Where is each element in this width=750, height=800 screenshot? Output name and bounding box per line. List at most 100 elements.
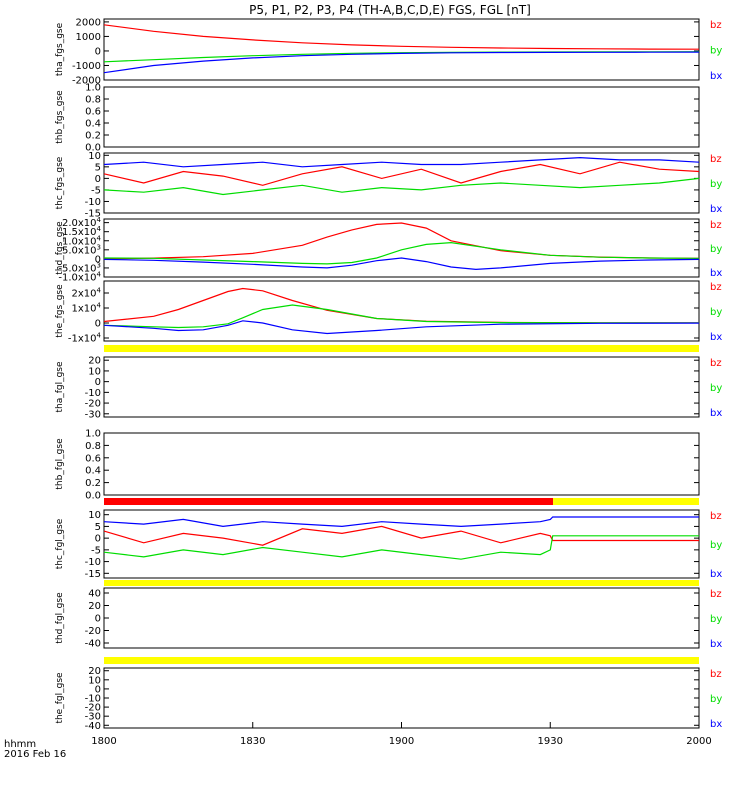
y-axis-label: tha_fgs_gse <box>55 22 65 76</box>
y-tick-label: 0.0 <box>85 491 101 502</box>
series-by-line <box>103 177 700 196</box>
legend-bx: bx <box>710 71 722 82</box>
panel-frame <box>103 356 700 418</box>
panel-frame <box>103 86 700 148</box>
status-flag-bar <box>104 580 699 586</box>
y-tick-label: 1000 <box>76 32 101 43</box>
status-flag-bar <box>553 498 699 505</box>
series-bx-line <box>103 156 700 168</box>
y-tick-label: -1x104 <box>68 332 102 345</box>
y-axis-label: thb_fgs_gse <box>55 90 65 144</box>
x-axis: 1800 1830 1900 1930 2000 <box>91 722 712 747</box>
y-tick-label: -15 <box>85 569 101 580</box>
x-tick-label: 1830 <box>240 736 265 747</box>
legend-by: by <box>710 179 722 190</box>
legend-by: by <box>710 244 722 255</box>
y-tick-label: -5 <box>91 185 101 196</box>
series-bz-line <box>103 287 699 324</box>
y-axis-label: thc_fgl_gse <box>55 518 65 569</box>
y-tick-label: 1.0 <box>85 429 101 440</box>
y-tick-label: 1.0 <box>85 83 101 94</box>
panel-frame <box>103 152 700 214</box>
y-axis-label: thd_fgl_gse <box>55 592 65 644</box>
legend-by: by <box>710 540 722 551</box>
y-tick-label: -30 <box>85 409 101 420</box>
y-tick-label: 20 <box>88 666 101 677</box>
legend-bz: bz <box>710 282 722 293</box>
y-tick-label: 2.0x104 <box>62 216 102 229</box>
y-tick-label: 10 <box>88 510 101 521</box>
y-axis-label: thb_fgl_gse <box>55 438 65 490</box>
y-axis-label: tha_fgl_gse <box>55 361 65 413</box>
y-tick-label: -40 <box>85 639 101 650</box>
y-axis-label: thc_fgs_gse <box>55 156 65 209</box>
legend-bx: bx <box>710 719 722 730</box>
y-tick-label: 2x104 <box>72 287 102 300</box>
y-tick-label: 0 <box>95 377 101 388</box>
legend-bx: bx <box>710 204 722 215</box>
y-tick-label: 10 <box>88 675 101 686</box>
series-bx-line <box>103 516 699 528</box>
panel-thb_fgs: 1.00.80.60.40.20.0 thb_fgs_gse <box>55 83 700 154</box>
legend-by: by <box>710 46 722 57</box>
legend-bx: bx <box>710 268 722 279</box>
series-by-line <box>103 304 699 329</box>
y-axis-label: the_fgl_gse <box>55 672 65 724</box>
x-tick-label: 1930 <box>538 736 563 747</box>
panel-frame <box>103 280 700 342</box>
footer-date: 2016 Feb 16 <box>4 749 66 760</box>
y-tick-label: 0.4 <box>85 466 101 477</box>
y-tick-label: -10 <box>85 197 101 208</box>
legend-bz: bz <box>710 20 722 31</box>
y-tick-label: -10 <box>85 694 101 705</box>
series-bz-line <box>103 24 700 50</box>
panel-frame <box>103 18 700 81</box>
legend-bx: bx <box>710 332 722 343</box>
legend-bz: bz <box>710 589 722 600</box>
y-tick-label: 10 <box>88 366 101 377</box>
y-tick-label: 1x104 <box>72 302 102 315</box>
panel-tha_fgs: 2000 1000 0 -1000 -2000 tha_fgs_gse bz by bx <box>55 17 722 86</box>
y-tick-label: -30 <box>85 712 101 723</box>
y-tick-label: -15 <box>85 209 101 220</box>
panel-frame <box>103 432 700 496</box>
y-tick-label: -20 <box>85 399 101 410</box>
legend-bz: bz <box>710 220 722 231</box>
legend-by: by <box>710 383 722 394</box>
y-tick-label: -5.0x103 <box>58 261 101 274</box>
y-axis-label: the_fgs_gse <box>55 284 65 338</box>
y-tick-label: 40 <box>88 589 101 600</box>
y-tick-label: 0 <box>95 534 101 545</box>
y-tick-label: 1.5x104 <box>62 225 102 238</box>
series-bz-line <box>103 525 699 546</box>
y-tick-label: -10 <box>85 388 101 399</box>
y-tick-label: -2000 <box>72 76 101 87</box>
y-tick-label: 0.2 <box>85 478 101 489</box>
panel-thd_fgs: 2.0x1041.5x1041.0x1045.0x1030-5.0x103-1.… <box>55 216 722 283</box>
panel-thb_fgl: 1.00.80.6 0.40.2 0.0 thb_fgl_gse <box>55 429 700 502</box>
legend-bz: bz <box>710 154 722 165</box>
y-tick-label: 0 <box>95 254 101 265</box>
y-tick-label: 20 <box>88 356 101 367</box>
series-bx-line <box>103 320 700 335</box>
chart-title: P5, P1, P2, P3, P4 (TH-A,B,C,D,E) FGS, F… <box>249 3 531 17</box>
y-tick-label: 10 <box>88 151 101 162</box>
legend-by: by <box>710 694 722 705</box>
series-bz-line <box>103 222 700 260</box>
y-tick-label: 1.0x104 <box>62 234 102 247</box>
series-bz-line <box>103 161 700 186</box>
y-tick-label: -40 <box>85 721 101 732</box>
series-bx-line <box>103 257 700 271</box>
y-tick-label: -20 <box>85 626 101 637</box>
series-by-line <box>103 241 700 265</box>
y-tick-label: 0.6 <box>85 453 101 464</box>
legend-bz: bz <box>710 669 722 680</box>
y-tick-label: -1000 <box>72 61 101 72</box>
status-flag-bar <box>104 657 699 664</box>
legend-bx: bx <box>710 569 722 580</box>
